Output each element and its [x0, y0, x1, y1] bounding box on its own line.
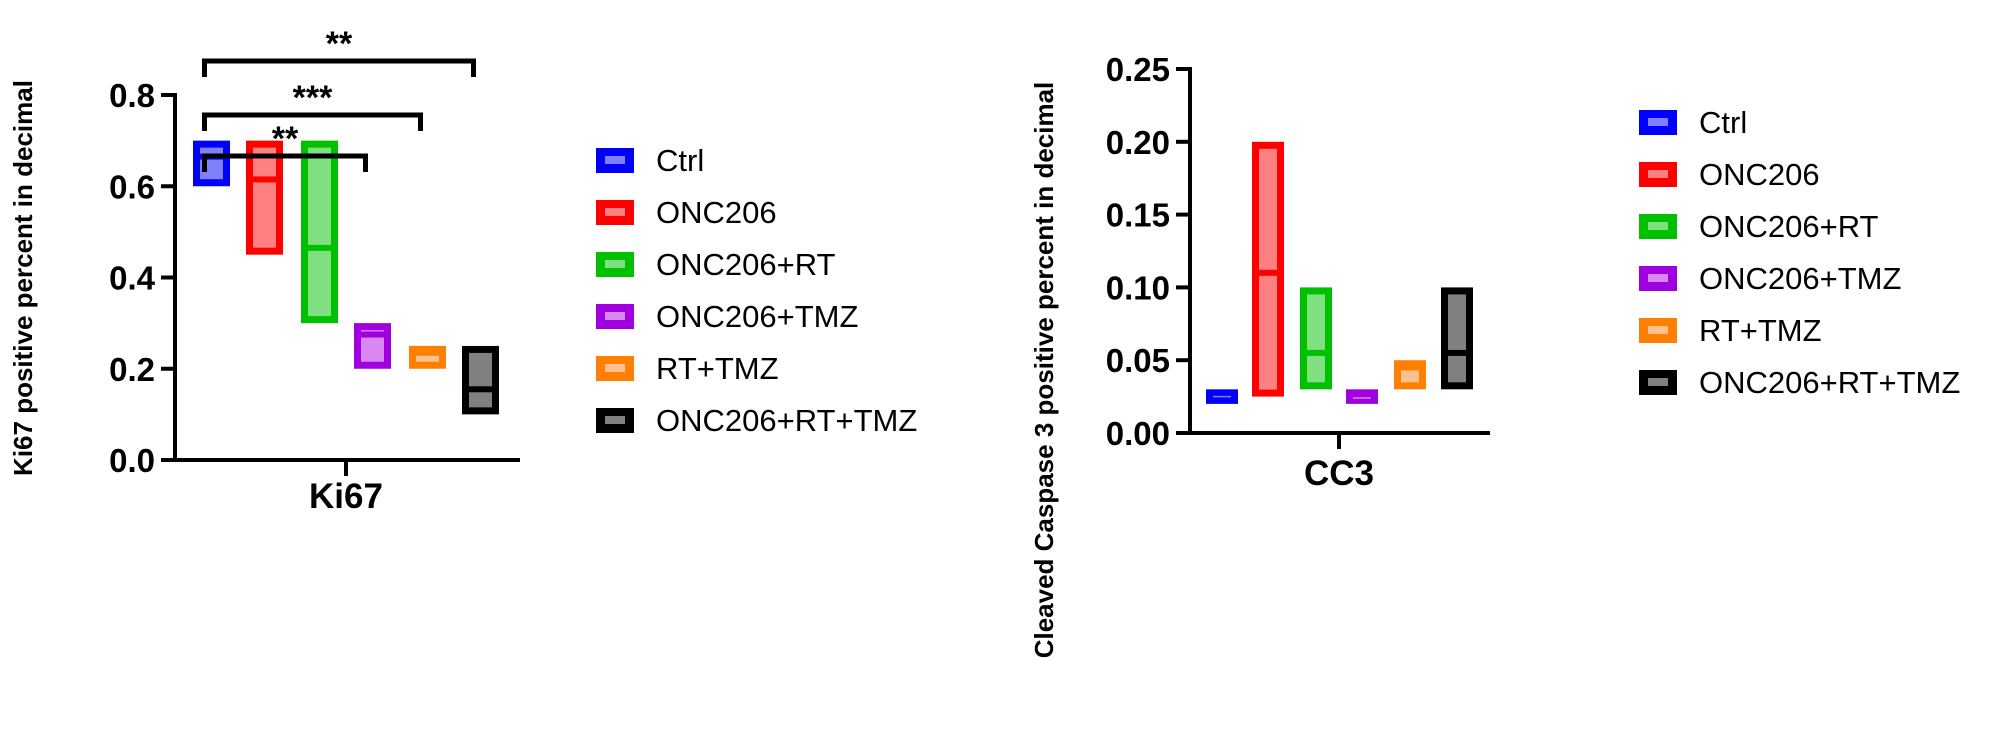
legend-item: ONC206+RT+TMZ: [1639, 365, 1960, 400]
legend-label: RT+TMZ: [656, 351, 779, 386]
legend-item: ONC206+TMZ: [1639, 261, 1901, 296]
bar-fill-upper: [200, 147, 223, 154]
legend-label: ONC206+RT: [656, 247, 836, 282]
significance-bracket: [202, 112, 423, 131]
legend-swatch-inner: [1648, 378, 1668, 386]
bar-fill-upper: [1307, 294, 1325, 350]
legend-label: ONC206+RT+TMZ: [656, 403, 917, 438]
legend-swatch-inner: [1648, 274, 1668, 282]
floating-bar: [1252, 141, 1284, 397]
bar-outline: [1346, 389, 1378, 404]
y-tick-label: 0.25: [1106, 51, 1170, 88]
bar-fill-lower: [1307, 355, 1325, 383]
y-tick-label: 0.00: [1106, 415, 1170, 452]
legend-item: ONC206: [1639, 157, 1820, 192]
floating-bar: [409, 345, 446, 369]
legend-label: ONC206+RT: [1699, 209, 1879, 244]
floating-bar: [1346, 389, 1378, 404]
bar-fill-lower: [416, 355, 439, 362]
floating-bar: [1206, 389, 1238, 404]
y-tick-label: 0.4: [109, 260, 156, 297]
legend-item: Ctrl: [596, 143, 704, 178]
significance-label: **: [326, 25, 353, 63]
significance-bracket: [202, 58, 476, 77]
y-tick-label: 0.0: [109, 442, 155, 479]
legend-swatch-inner: [605, 416, 625, 424]
legend-label: Ctrl: [656, 143, 704, 178]
y-axis-title: Ki67 positive percent in decimal: [8, 80, 38, 476]
legend-item: ONC206+RT+TMZ: [596, 403, 917, 438]
significance-label: **: [272, 120, 299, 158]
x-category-label: CC3: [1304, 454, 1374, 493]
y-tick-label: 0.6: [109, 168, 155, 205]
legend-label: RT+TMZ: [1699, 313, 1822, 348]
legend-swatch-inner: [605, 312, 625, 320]
legend-item: Ctrl: [1639, 105, 1747, 140]
y-tick-label: 0.10: [1106, 269, 1170, 306]
cc3-chart: 0.00 0.05 0.10 0.15 0.20 0.25 CC3 Cleaved Caspa…: [1029, 51, 1960, 658]
legend-item: RT+TMZ: [596, 351, 779, 386]
floating-bar: [193, 140, 230, 187]
y-tick-label: 0.20: [1106, 124, 1170, 161]
significance-bracket: [202, 153, 368, 172]
y-tick-label: 0.15: [1106, 197, 1170, 234]
legend-label: Ctrl: [1699, 105, 1747, 140]
legend-swatch-inner: [1648, 118, 1668, 126]
y-tick-label: 0.8: [109, 77, 155, 114]
ki67-chart: 0.0 0.2 0.4 0.6 0.8 Ki67 Ki67 positive percent…: [8, 25, 917, 516]
legend-swatch-inner: [1648, 326, 1668, 334]
floating-bar: [462, 345, 499, 415]
legend-label: ONC206+RT+TMZ: [1699, 365, 1960, 400]
significance-label: ***: [293, 79, 333, 117]
bar-fill-lower: [253, 182, 276, 248]
bar-fill-lower: [469, 392, 492, 408]
legend-swatch-inner: [1648, 222, 1668, 230]
legend-swatch-inner: [605, 260, 625, 268]
legend-swatch-inner: [1648, 170, 1668, 178]
floating-bar: [301, 140, 338, 324]
floating-bar: [1441, 287, 1473, 390]
bar-fill-upper: [1448, 294, 1466, 350]
legend-label: ONC206: [1699, 157, 1820, 192]
legend-swatch-inner: [605, 364, 625, 372]
legend-item: RT+TMZ: [1639, 313, 1822, 348]
legend-swatch-inner: [605, 208, 625, 216]
legend-label: ONC206+TMZ: [1699, 261, 1901, 296]
bar-fill-lower: [1401, 370, 1419, 383]
y-tick-label: 0.05: [1106, 342, 1170, 379]
floating-bar: [1300, 287, 1332, 390]
legend-label: ONC206+TMZ: [656, 299, 858, 334]
bar-fill-lower: [1448, 355, 1466, 383]
legend-item: ONC206+RT: [1639, 209, 1879, 244]
floating-bar: [1394, 360, 1426, 390]
bar-fill-upper: [361, 330, 384, 332]
bar-fill-upper: [1259, 148, 1277, 270]
y-axis-title: Cleaved Caspase 3 positive percent in de…: [1029, 82, 1059, 659]
x-category-label: Ki67: [309, 477, 383, 516]
y-tick-label: 0.2: [109, 351, 155, 388]
bar-fill-lower: [1259, 275, 1277, 390]
bar-fill-upper: [308, 147, 331, 245]
bar-fill-lower: [308, 250, 331, 317]
legend-item: ONC206: [596, 195, 777, 230]
legend-item: ONC206+RT: [596, 247, 836, 282]
bar-fill-lower: [361, 337, 384, 362]
floating-bar: [354, 323, 391, 369]
legend-item: ONC206+TMZ: [596, 299, 858, 334]
bar-fill-upper: [469, 352, 492, 387]
legend-label: ONC206: [656, 195, 777, 230]
legend-swatch-inner: [605, 156, 625, 164]
